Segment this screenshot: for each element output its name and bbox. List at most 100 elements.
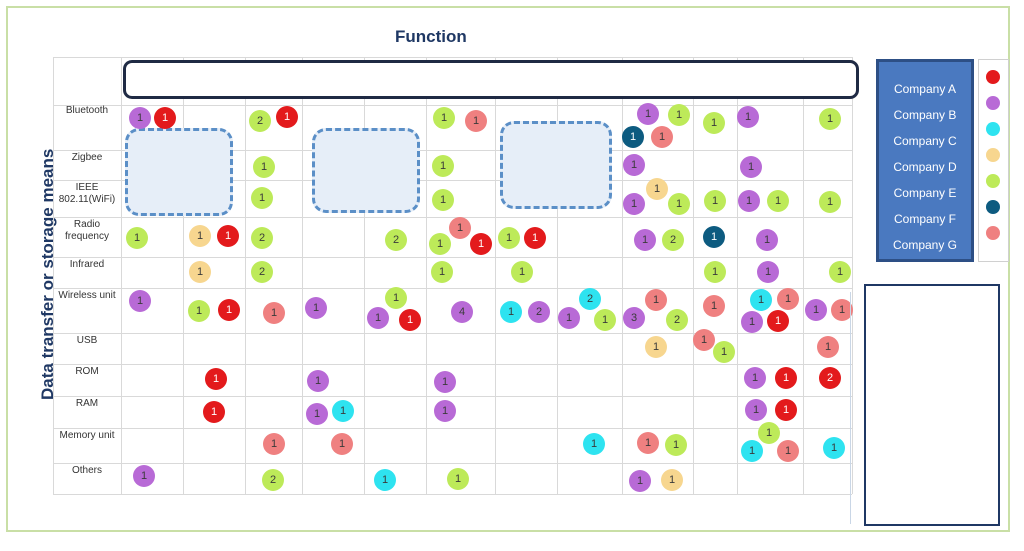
marker-company-g: 1 (263, 302, 285, 324)
teal-dot-icon (986, 200, 1000, 214)
marker-company-b: 1 (744, 367, 766, 389)
marker-company-g: 1 (331, 433, 353, 455)
row-label-3: Radio frequency (53, 219, 121, 243)
marker-company-a: 1 (524, 227, 546, 249)
marker-company-b: 3 (623, 307, 645, 329)
marker-company-g: 1 (651, 126, 673, 148)
marker-company-b: 1 (367, 307, 389, 329)
purple-dot-icon (986, 96, 1000, 110)
marker-company-e: 2 (249, 110, 271, 132)
grid-col-line (53, 57, 54, 494)
marker-company-g: 1 (465, 110, 487, 132)
legend-color-keys (978, 59, 1009, 262)
marker-company-a: 1 (775, 399, 797, 421)
marker-company-e: 1 (668, 104, 690, 126)
marker-company-g: 1 (703, 295, 725, 317)
highlight-region-3 (500, 121, 612, 209)
marker-company-e: 1 (713, 341, 735, 363)
grid-row-line (53, 463, 852, 464)
marker-company-e: 2 (262, 469, 284, 491)
row-label-4: Infrared (53, 259, 121, 271)
marker-company-d: 1 (646, 178, 668, 200)
legend-label-5: Company F (879, 212, 971, 226)
legend-label-2: Company C (879, 134, 971, 148)
marker-company-e: 1 (594, 309, 616, 331)
marker-company-e: 2 (662, 229, 684, 251)
legend-label-6: Company G (879, 238, 971, 252)
marker-company-g: 1 (777, 288, 799, 310)
grid-col-line (803, 57, 804, 494)
marker-company-b: 1 (306, 403, 328, 425)
marker-company-b: 1 (745, 399, 767, 421)
marker-company-b: 1 (305, 297, 327, 319)
grid-col-line (245, 57, 246, 494)
marker-company-b: 1 (133, 465, 155, 487)
marker-company-b: 1 (757, 261, 779, 283)
marker-company-b: 1 (637, 103, 659, 125)
marker-company-e: 2 (251, 261, 273, 283)
grid-col-line (183, 57, 184, 494)
marker-company-b: 1 (129, 290, 151, 312)
row-label-7: ROM (53, 366, 121, 378)
marker-company-d: 1 (189, 225, 211, 247)
marker-company-b: 1 (737, 106, 759, 128)
legend-label-0: Company A (879, 82, 971, 96)
marker-company-e: 1 (447, 468, 469, 490)
marker-company-e: 1 (703, 112, 725, 134)
marker-company-a: 1 (767, 310, 789, 332)
marker-company-e: 1 (431, 261, 453, 283)
marker-company-b: 1 (623, 154, 645, 176)
grid-col-line (852, 57, 853, 494)
marker-company-e: 1 (767, 190, 789, 212)
marker-company-c: 1 (741, 440, 763, 462)
row-label-8: RAM (53, 398, 121, 410)
marker-company-e: 1 (126, 227, 148, 249)
grid-row-line (53, 333, 852, 334)
marker-company-e: 1 (758, 422, 780, 444)
marker-company-b: 1 (741, 311, 763, 333)
function-header-box (123, 60, 859, 99)
marker-company-e: 1 (188, 300, 210, 322)
marker-company-e: 1 (819, 191, 841, 213)
grid-row-line (53, 428, 852, 429)
marker-company-b: 1 (629, 470, 651, 492)
grid-row-line (53, 217, 852, 218)
marker-company-b: 1 (307, 370, 329, 392)
marker-company-b: 1 (805, 299, 827, 321)
legend-label-4: Company E (879, 186, 971, 200)
marker-company-g: 1 (263, 433, 285, 455)
grid-row-line (53, 396, 852, 397)
marker-company-b: 4 (451, 301, 473, 323)
row-label-9: Memory unit (53, 430, 121, 442)
marker-company-a: 1 (470, 233, 492, 255)
cyan-dot-icon (986, 122, 1000, 136)
marker-company-d: 1 (661, 469, 683, 491)
marker-company-g: 1 (817, 336, 839, 358)
marker-company-e: 1 (665, 434, 687, 456)
marker-company-b: 1 (623, 193, 645, 215)
marker-company-e: 2 (385, 229, 407, 251)
marker-company-b: 1 (740, 156, 762, 178)
marker-company-e: 1 (385, 287, 407, 309)
marker-company-b: 1 (434, 371, 456, 393)
marker-company-e: 1 (253, 156, 275, 178)
marker-company-c: 2 (579, 288, 601, 310)
marker-company-e: 1 (819, 108, 841, 130)
marker-company-a: 1 (399, 309, 421, 331)
marker-company-c: 1 (583, 433, 605, 455)
legend-label-3: Company D (879, 160, 971, 174)
highlight-region-2 (312, 128, 420, 213)
marker-company-e: 2 (666, 309, 688, 331)
red-dot-icon (986, 70, 1000, 84)
grid-row-line (53, 288, 852, 289)
beige-dot-icon (986, 148, 1000, 162)
row-label-0: Bluetooth (53, 105, 121, 117)
marker-company-e: 1 (511, 261, 533, 283)
marker-company-g: 1 (645, 289, 667, 311)
marker-company-d: 1 (189, 261, 211, 283)
marker-company-b: 1 (129, 107, 151, 129)
marker-company-c: 1 (823, 437, 845, 459)
legend-companies: Company ACompany BCompany CCompany DComp… (876, 59, 974, 262)
marker-company-a: 1 (154, 107, 176, 129)
grid-col-line (426, 57, 427, 494)
